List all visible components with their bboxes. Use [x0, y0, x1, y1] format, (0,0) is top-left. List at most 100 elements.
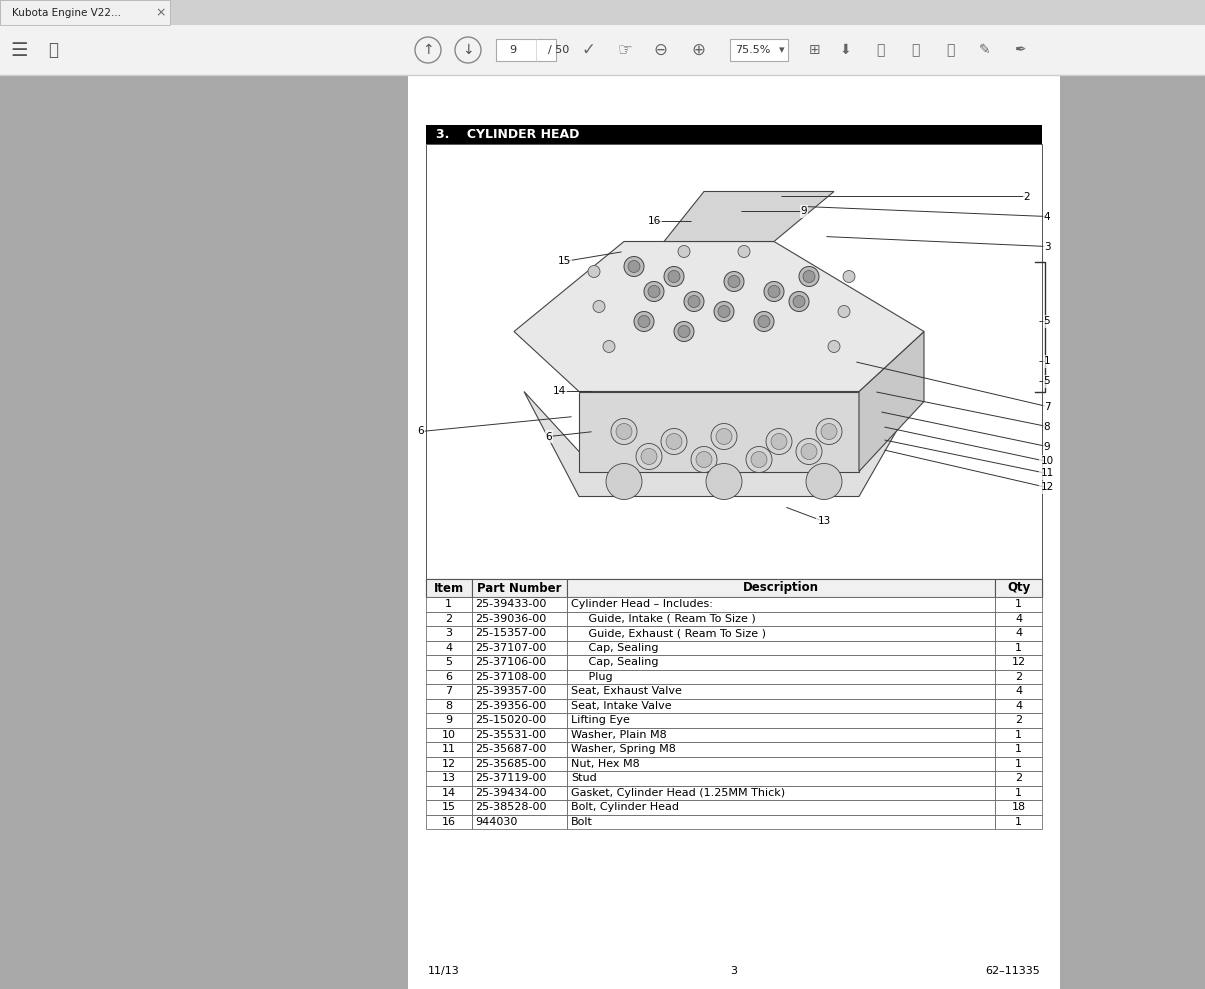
Text: 25-35687-00: 25-35687-00	[476, 745, 547, 755]
Text: 15: 15	[558, 256, 571, 266]
Bar	[995, 670, 1042, 684]
Text: 13: 13	[817, 516, 830, 526]
Text: 25-39434-00: 25-39434-00	[476, 788, 547, 798]
Circle shape	[637, 315, 649, 327]
Text: Washer, Spring M8: Washer, Spring M8	[571, 745, 676, 755]
Bar	[1060, 75, 1205, 989]
Bar	[471, 684, 568, 698]
Bar	[568, 641, 995, 655]
Bar	[427, 641, 471, 655]
Bar	[471, 597, 568, 611]
Circle shape	[611, 418, 637, 444]
Bar	[427, 144, 1042, 579]
Circle shape	[789, 292, 809, 312]
Circle shape	[816, 418, 842, 444]
Bar	[995, 641, 1042, 655]
Text: 3.    CYLINDER HEAD: 3. CYLINDER HEAD	[436, 128, 580, 141]
Circle shape	[746, 446, 772, 473]
Bar	[995, 684, 1042, 698]
Text: 12: 12	[1011, 658, 1025, 668]
Text: Plug: Plug	[571, 672, 612, 681]
Text: 5: 5	[446, 658, 452, 668]
Text: 1: 1	[446, 599, 452, 609]
Bar	[471, 641, 568, 655]
Polygon shape	[524, 392, 919, 496]
Circle shape	[806, 464, 842, 499]
Text: Description: Description	[743, 582, 819, 594]
Circle shape	[758, 315, 770, 327]
Text: 25-15020-00: 25-15020-00	[476, 715, 547, 725]
Text: Washer, Plain M8: Washer, Plain M8	[571, 730, 666, 740]
Text: 12: 12	[442, 759, 455, 768]
Text: / 50: / 50	[548, 45, 569, 55]
Text: 8: 8	[1044, 421, 1051, 431]
Text: Nut, Hex M8: Nut, Hex M8	[571, 759, 640, 768]
Bar	[995, 815, 1042, 829]
Text: Stud: Stud	[571, 773, 596, 783]
Text: 25-35685-00: 25-35685-00	[476, 759, 547, 768]
Bar	[471, 611, 568, 626]
Text: 25-37106-00: 25-37106-00	[476, 658, 547, 668]
Text: 12: 12	[1040, 483, 1053, 493]
Text: 25-15357-00: 25-15357-00	[476, 628, 547, 638]
Bar	[471, 698, 568, 713]
Text: 25-39357-00: 25-39357-00	[476, 686, 547, 696]
Text: 15: 15	[442, 802, 455, 812]
Text: Item: Item	[434, 582, 464, 594]
Text: 4: 4	[1044, 212, 1051, 222]
Text: Part Number: Part Number	[477, 582, 562, 594]
Text: 62–11335: 62–11335	[986, 966, 1040, 976]
Text: 2: 2	[1015, 773, 1022, 783]
Bar	[427, 728, 471, 742]
Text: 16: 16	[442, 817, 455, 827]
Text: ✎: ✎	[980, 43, 991, 57]
Bar	[427, 670, 471, 684]
Circle shape	[724, 272, 743, 292]
Circle shape	[606, 464, 642, 499]
Bar	[427, 684, 471, 698]
Circle shape	[678, 245, 690, 257]
Text: Gasket, Cylinder Head (1.25MM Thick): Gasket, Cylinder Head (1.25MM Thick)	[571, 788, 786, 798]
Text: 5: 5	[1044, 316, 1051, 326]
Text: 25-39433-00: 25-39433-00	[476, 599, 547, 609]
Text: 4: 4	[1015, 628, 1022, 638]
Text: Bolt, Cylinder Head: Bolt, Cylinder Head	[571, 802, 680, 812]
Bar	[0, 0, 170, 25]
Text: Cap, Sealing: Cap, Sealing	[571, 658, 659, 668]
Bar	[471, 815, 568, 829]
Text: ☞: ☞	[617, 41, 633, 59]
Text: ⊕: ⊕	[690, 41, 705, 59]
Text: 4: 4	[445, 643, 452, 653]
Bar	[568, 728, 995, 742]
Bar	[568, 611, 995, 626]
Bar	[496, 39, 556, 61]
Circle shape	[690, 446, 717, 473]
Circle shape	[728, 276, 740, 288]
Circle shape	[797, 438, 822, 465]
Bar	[995, 611, 1042, 626]
Bar	[471, 626, 568, 641]
Circle shape	[636, 443, 662, 470]
Text: 9: 9	[510, 45, 517, 55]
Circle shape	[768, 286, 780, 298]
Bar	[427, 579, 1042, 597]
Text: ↓: ↓	[463, 43, 474, 57]
Text: 944030: 944030	[476, 817, 518, 827]
Text: 1: 1	[1015, 599, 1022, 609]
Bar	[471, 728, 568, 742]
Bar	[995, 728, 1042, 742]
Bar	[427, 655, 471, 670]
Bar	[471, 785, 568, 800]
Circle shape	[716, 428, 731, 444]
Circle shape	[593, 301, 605, 313]
Text: 25-38528-00: 25-38528-00	[476, 802, 547, 812]
Text: 18: 18	[1011, 802, 1025, 812]
Bar	[568, 698, 995, 713]
Text: ↑: ↑	[422, 43, 434, 57]
Bar	[568, 684, 995, 698]
Bar	[427, 579, 471, 597]
Text: 13: 13	[442, 773, 455, 783]
Text: ✓: ✓	[581, 41, 595, 59]
Circle shape	[751, 452, 768, 468]
Text: 25-37119-00: 25-37119-00	[476, 773, 547, 783]
